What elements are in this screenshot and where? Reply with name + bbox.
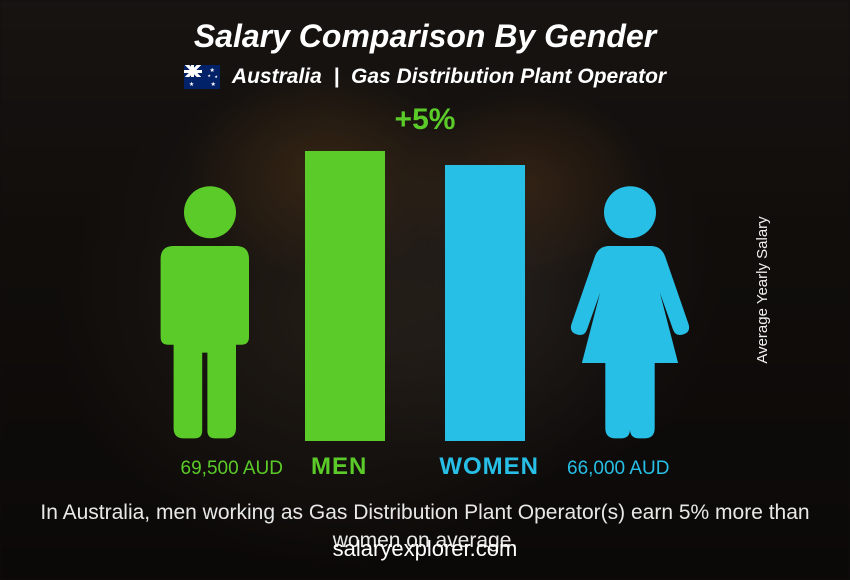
percent-difference-badge: +5%: [395, 103, 456, 137]
female-person-icon: [565, 181, 695, 441]
y-axis-label: Average Yearly Salary: [754, 216, 771, 363]
country-label: Australia: [232, 65, 322, 88]
men-salary-value: 69,500 AUD: [181, 458, 283, 480]
australia-flag-icon: ★ ★ ★ ★ ★: [184, 65, 220, 89]
women-label: WOMEN: [439, 453, 539, 481]
content-container: Salary Comparison By Gender ★ ★ ★ ★ ★ Au…: [0, 0, 850, 580]
labels-row: 69,500 AUD MEN WOMEN 66,000 AUD: [181, 453, 670, 481]
subtitle-separator: |: [333, 65, 339, 88]
women-salary-value: 66,000 AUD: [567, 458, 669, 480]
footer-source: salaryexplorer.com: [0, 536, 850, 562]
chart-area: [115, 141, 735, 441]
page-title: Salary Comparison By Gender: [194, 18, 656, 55]
women-salary-bar: [445, 165, 525, 441]
men-label: MEN: [311, 453, 367, 481]
men-salary-bar: [305, 151, 385, 441]
subtitle-row: ★ ★ ★ ★ ★ Australia | Gas Distribution P…: [184, 65, 666, 89]
subtitle-text: Australia | Gas Distribution Plant Opera…: [232, 65, 666, 89]
job-label: Gas Distribution Plant Operator: [351, 65, 666, 88]
male-person-icon: [145, 181, 275, 441]
